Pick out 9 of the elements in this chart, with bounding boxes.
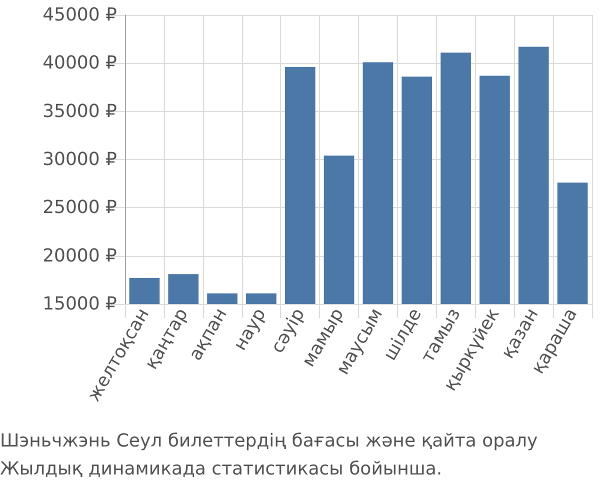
y-tick-label: 30000 ₽ [42, 149, 117, 170]
y-tick-label: 45000 ₽ [42, 4, 117, 26]
y-tick-label: 15000 ₽ [42, 294, 117, 314]
text: Жылдық динамикада статистикасы бойынша. [0, 458, 442, 480]
y-tick-label: 35000 ₽ [42, 100, 117, 122]
y-tick-label: 20000 ₽ [42, 245, 117, 266]
y-tick-label: 25000 ₽ [42, 197, 117, 218]
y-tick-label: 40000 ₽ [42, 52, 117, 74]
text: Шэньчжэнь Сеул билеттердің бағасы және қайта оралу [0, 430, 538, 452]
